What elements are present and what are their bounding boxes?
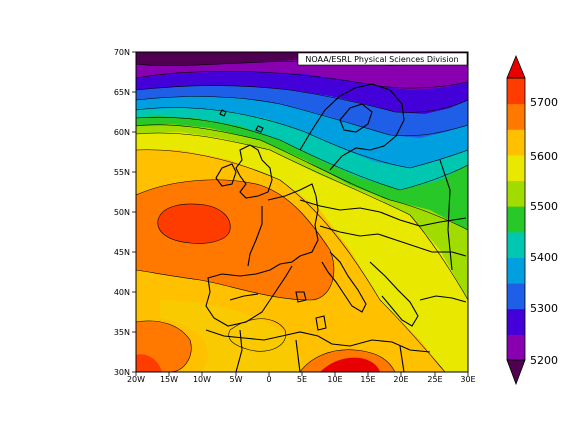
colorbar-segment: [507, 231, 525, 258]
coastlines: [205, 83, 467, 372]
y-tick-label: 65N: [114, 88, 130, 97]
colorbar-top-arrow: [507, 56, 525, 78]
colorbar-label: 5600: [530, 150, 558, 163]
colorbar-segment: [507, 308, 525, 335]
colorbar-segment: [507, 129, 525, 156]
y-tick-label: 55N: [114, 168, 130, 177]
colorbar-label: 5700: [530, 96, 558, 109]
y-tick-label: 50N: [114, 208, 130, 217]
y-tick-label: 30N: [114, 368, 130, 377]
colorbar-segment: [507, 257, 525, 284]
colorbar-segment: [507, 78, 525, 105]
x-tick-label: 10W: [193, 375, 211, 384]
x-tick-label: 5E: [297, 375, 307, 384]
colorbar-top-outline: [506, 54, 526, 79]
colorbar-segment: [507, 103, 525, 130]
colorbar-segment: [507, 206, 525, 233]
y-axis-labels: 70N 65N 60N 55N 50N 45N 40N 35N 30N: [114, 48, 130, 377]
x-tick-label: 20E: [393, 375, 408, 384]
x-tick-label: 25E: [427, 375, 442, 384]
colorbar-segments: [507, 78, 525, 361]
colorbar: 5700 5600 5500 5400 5300 5200: [506, 54, 558, 386]
x-tick-label: 20W: [127, 375, 145, 384]
credit-box: [297, 52, 468, 66]
x-tick-label: 15E: [360, 375, 375, 384]
colorbar-segment: [507, 283, 525, 310]
y-tick-label: 70N: [114, 48, 130, 57]
colorbar-label: 5200: [530, 354, 558, 367]
contour-field: [136, 52, 468, 372]
colorbar-segment: [507, 180, 525, 207]
x-tick-label: 0: [266, 375, 271, 384]
x-tick-label: 15W: [160, 375, 178, 384]
tick-marks: [132, 51, 469, 376]
colorbar-segment: [507, 154, 525, 182]
colorbar-label: 5400: [530, 251, 558, 264]
y-tick-label: 35N: [114, 328, 130, 337]
colorbar-bottom-arrow: [507, 360, 525, 384]
y-tick-label: 40N: [114, 288, 130, 297]
credit-text: NOAA/ESRL Physical Sciences Division: [305, 55, 458, 64]
x-tick-label: 5W: [230, 375, 243, 384]
y-tick-label: 60N: [114, 128, 130, 137]
colorbar-segment: [507, 334, 525, 361]
colorbar-label: 5500: [530, 200, 558, 213]
colorbar-bottom-outline: [506, 359, 526, 386]
y-tick-label: 45N: [114, 248, 130, 257]
colorbar-label: 5300: [530, 302, 558, 315]
x-tick-label: 30E: [460, 375, 475, 384]
x-tick-label: 10E: [327, 375, 342, 384]
x-axis-labels: 20W 15W 10W 5W 0 5E 10E 15E 20E 25E 30E: [127, 375, 476, 384]
